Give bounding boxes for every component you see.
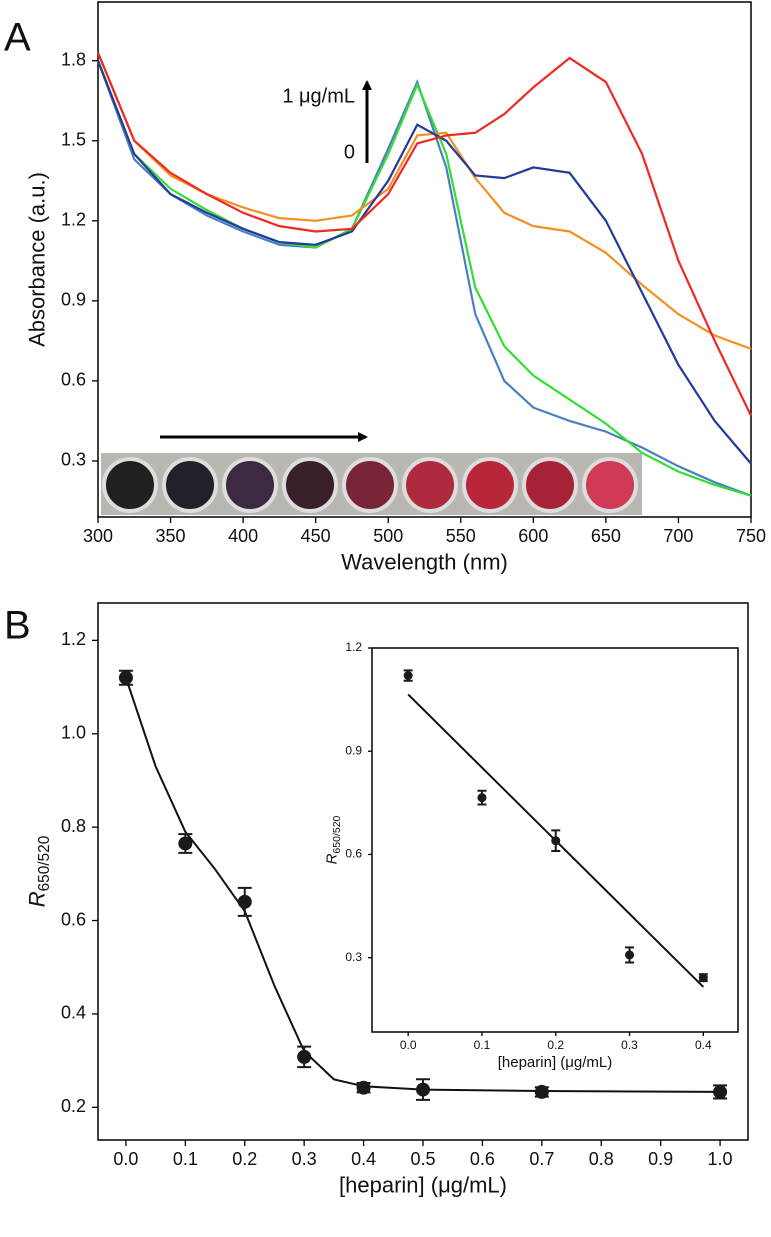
annotation: 0 bbox=[344, 141, 355, 163]
data-point bbox=[356, 1080, 371, 1095]
y-tick-label: 1.8 bbox=[61, 49, 86, 69]
data-point bbox=[403, 671, 413, 681]
x-tick-label: 0.6 bbox=[470, 1149, 495, 1169]
y-tick-label: 1.5 bbox=[61, 130, 86, 150]
chart-panel: 300 350 400 450 500 550 600 650 700 750 0.3 0.6 0.9 1… bbox=[24, 1, 766, 575]
x-tick-label: 600 bbox=[518, 526, 548, 546]
chart-panel: 0.0 0.1 0.2 0.3 0.4 0.3 0.6 0.9 1.2 [heparin] (μg… bbox=[323, 640, 739, 1071]
x-tick-label: 0.3 bbox=[292, 1149, 317, 1169]
x-tick-label: 500 bbox=[373, 526, 403, 546]
x-tick-label: 350 bbox=[156, 526, 186, 546]
x-tick-label: 1.0 bbox=[708, 1149, 733, 1169]
plot-frame bbox=[371, 647, 739, 1033]
y-axis-label-main: R bbox=[24, 891, 49, 907]
x-tick-label: 0.8 bbox=[589, 1149, 614, 1169]
y-tick-label: 0.3 bbox=[345, 950, 362, 964]
x-tick-label: 550 bbox=[446, 526, 476, 546]
x-tick-label: 0.5 bbox=[410, 1149, 435, 1169]
x-tick-label: 0.0 bbox=[400, 1038, 417, 1052]
y-tick-label: 0.6 bbox=[61, 370, 86, 390]
x-tick-label: 0.0 bbox=[113, 1149, 138, 1169]
y-axis-label-main: Absorbance (a.u.) bbox=[24, 172, 49, 347]
y-tick-label: 0.6 bbox=[61, 909, 86, 929]
chart-panel: 0.0 0.1 0.2 0.3 0.4 0.5 0.6 0.7 0.8 0.9 1.00.20.40… bbox=[24, 602, 749, 1198]
x-tick-label: 700 bbox=[663, 526, 693, 546]
x-tick-label: 0.4 bbox=[351, 1149, 376, 1169]
y-tick-label: 0.8 bbox=[61, 816, 86, 836]
y-tick-label: 0.3 bbox=[61, 450, 86, 470]
x-tick-label: 400 bbox=[228, 526, 258, 546]
x-tick-label: 0.3 bbox=[621, 1038, 638, 1052]
spectrum-line bbox=[96, 60, 752, 497]
data-point bbox=[551, 836, 561, 846]
y-tick-label: 0.9 bbox=[345, 743, 362, 757]
data-point bbox=[713, 1084, 728, 1099]
fit-curve bbox=[124, 677, 721, 1093]
plot-frame bbox=[97, 602, 749, 1141]
panel-label: A bbox=[4, 16, 31, 60]
data-point bbox=[178, 836, 193, 851]
spectrum-line bbox=[96, 60, 752, 497]
data-point bbox=[625, 950, 635, 960]
plot-frame bbox=[97, 1, 752, 518]
x-tick-label: 0.7 bbox=[529, 1149, 554, 1169]
x-axis-label: [heparin] (μg/mL) bbox=[339, 1173, 507, 1198]
y-axis-label-sub: 650/520 bbox=[36, 836, 53, 892]
y-tick-label: 1.2 bbox=[345, 640, 362, 654]
panel-label: B bbox=[4, 604, 31, 648]
data-point bbox=[416, 1082, 430, 1097]
well-plate-photo bbox=[101, 453, 642, 515]
x-tick-label: 450 bbox=[301, 526, 331, 546]
y-axis-label-main: R bbox=[323, 853, 340, 864]
y-tick-label: 0.9 bbox=[61, 290, 86, 310]
y-tick-label: 0.6 bbox=[345, 847, 362, 861]
x-tick-label: 650 bbox=[591, 526, 621, 546]
x-tick-label: 750 bbox=[736, 526, 766, 546]
x-tick-label: 300 bbox=[83, 526, 113, 546]
y-tick-label: 1.2 bbox=[61, 629, 86, 649]
x-axis-label: Wavelength (nm) bbox=[341, 550, 508, 575]
x-tick-label: 0.1 bbox=[474, 1038, 491, 1052]
y-tick-label: 1.0 bbox=[61, 722, 86, 742]
annotation: 1 μg/mL bbox=[282, 85, 355, 107]
spectrum-line bbox=[96, 52, 752, 350]
y-axis-label: Absorbance (a.u.) bbox=[24, 172, 49, 347]
data-point bbox=[237, 894, 252, 909]
data-point bbox=[118, 670, 133, 685]
spectrum-line bbox=[96, 52, 752, 417]
x-tick-label: 0.2 bbox=[547, 1038, 564, 1052]
x-tick-label: 0.9 bbox=[648, 1149, 673, 1169]
y-tick-label: 0.2 bbox=[61, 1096, 86, 1116]
y-tick-label: 1.2 bbox=[61, 210, 86, 230]
x-axis-label: [heparin] (μg/mL) bbox=[498, 1054, 613, 1071]
y-axis-label: R650/520 bbox=[24, 836, 53, 908]
data-point bbox=[477, 793, 487, 803]
data-point bbox=[534, 1084, 549, 1099]
data-point bbox=[297, 1049, 312, 1064]
y-axis-label-sub: 650/520 bbox=[331, 815, 343, 853]
x-tick-label: 0.2 bbox=[232, 1149, 257, 1169]
x-tick-label: 0.4 bbox=[695, 1038, 712, 1052]
x-tick-label: 0.1 bbox=[173, 1149, 198, 1169]
y-axis-label: R650/520 bbox=[323, 815, 342, 864]
spectrum-line bbox=[96, 60, 752, 465]
y-tick-label: 0.4 bbox=[61, 1003, 86, 1023]
data-point bbox=[698, 973, 708, 983]
